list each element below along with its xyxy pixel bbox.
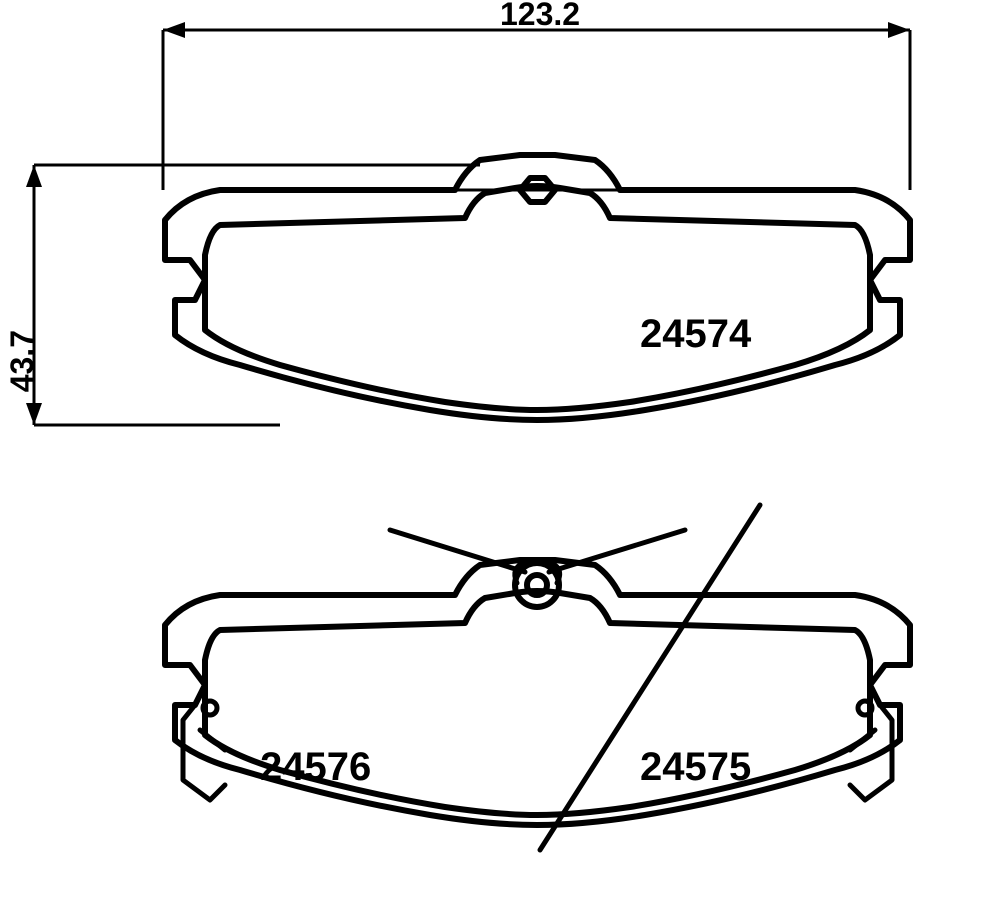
part-bottom-left-label: 24576 xyxy=(260,745,371,790)
drawing-svg xyxy=(0,0,1000,898)
dim-width-label: 123.2 xyxy=(500,0,580,33)
part-bottom-right-label: 24575 xyxy=(640,745,751,790)
technical-drawing: 123.2 43.7 24574 24576 24575 xyxy=(0,0,1000,898)
part-top-label: 24574 xyxy=(640,312,751,357)
dim-height-group xyxy=(26,165,480,425)
dim-height-label: 43.7 xyxy=(4,330,41,392)
pad-top xyxy=(165,155,910,420)
pad-bottom xyxy=(165,505,910,850)
